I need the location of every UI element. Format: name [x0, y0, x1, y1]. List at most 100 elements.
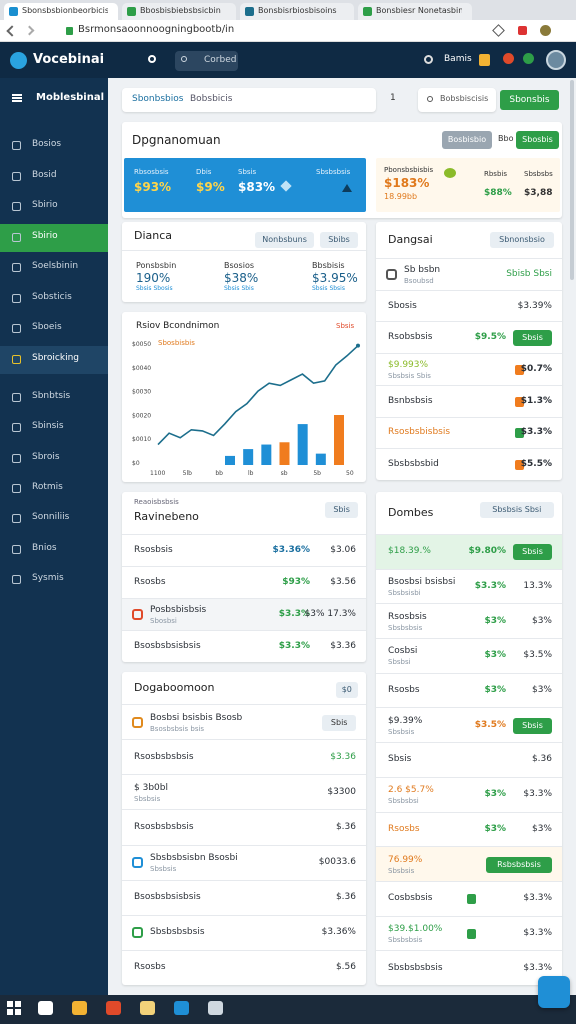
overview-link[interactable]: Bbo — [498, 134, 514, 143]
kpi-tile: Pbonsbsbisbis $183% 18.99bb Rbsbis $88% Sbsbs… — [376, 158, 560, 212]
browser-tab[interactable]: Bonsbisrbiosbisoins — [240, 3, 354, 20]
nav-item[interactable]: Sbirio — [0, 223, 108, 252]
header-button[interactable]: Sbsbsis Sbsi — [479, 502, 554, 518]
row-label: $ 3b0bl — [134, 782, 168, 793]
y-axis-label: $0020 — [132, 412, 151, 419]
taskbar-app[interactable] — [140, 1001, 155, 1015]
overview-button[interactable]: Bosbisbio — [442, 131, 492, 149]
help-icon[interactable] — [424, 55, 433, 64]
list-row: Cosbsi Sbsbsi $3% $3.5% — [376, 638, 562, 673]
line-end-marker — [356, 343, 360, 348]
toolbar-tab[interactable]: Sbonbsbios — [132, 94, 184, 104]
taskbar-app[interactable] — [72, 1001, 87, 1015]
nav-item[interactable]: Bnios — [0, 536, 108, 564]
nav-item[interactable]: Sbroicking — [0, 345, 108, 374]
nav-label: Sbrois — [32, 451, 60, 462]
row-value: $.36 — [335, 821, 356, 832]
taskbar-app[interactable] — [208, 1001, 223, 1015]
kpi-label: Rbsbis — [484, 170, 507, 178]
nav-item[interactable]: Soelsbinin — [0, 254, 108, 282]
row-mid: $3.3% — [278, 641, 310, 651]
nav-label: Bnios — [32, 542, 57, 553]
address-row — [0, 20, 576, 42]
nav-item[interactable]: Sonniliis — [0, 505, 108, 533]
nav-item[interactable]: Sbinsis — [0, 414, 108, 442]
row-label: Rsosbs — [388, 685, 420, 696]
taskbar-app[interactable] — [106, 1001, 121, 1015]
row-icon — [386, 268, 397, 280]
overview-button[interactable]: Sbosbis — [516, 131, 559, 149]
browser-tab[interactable]: Bbosbisbiebsbsicbin — [122, 3, 236, 20]
nav-item[interactable]: Sboeis — [0, 315, 108, 343]
avatar[interactable] — [546, 50, 566, 70]
row-label: Bsnbsbsis — [388, 395, 433, 406]
row-button[interactable]: Rsbsbsbsis — [486, 856, 552, 873]
tab-title: Bonsbiesr Nonetasbin — [376, 6, 462, 15]
user-name[interactable]: Bamis — [444, 54, 472, 64]
header-button[interactable]: Nonbsbuns — [255, 232, 314, 248]
notify-icon[interactable] — [479, 54, 490, 66]
row-label: $9.993% — [388, 359, 429, 370]
toolbar-tab[interactable]: Bobsbicis — [190, 94, 233, 104]
row-mid: $3.3% — [474, 581, 506, 592]
list-row: Bsnbsbsis $1.3% — [376, 384, 562, 417]
start-button[interactable] — [7, 1001, 21, 1015]
row-button[interactable]: Sbsis — [513, 330, 552, 347]
list-row: Sbsbsbsbsis $3.3% — [376, 950, 562, 985]
nav-item[interactable]: Sobsticis — [0, 285, 108, 313]
tab-title: Bbosbisbiebsbsicbin — [140, 6, 221, 15]
header-button[interactable]: Sbibs — [320, 232, 358, 248]
row-value: $3.39% — [517, 300, 552, 311]
bar — [261, 444, 272, 465]
fab-button[interactable] — [538, 976, 570, 1008]
kpi-icon — [342, 184, 352, 192]
nav-item[interactable]: Sbrois — [0, 445, 108, 473]
alerts-card: Dangsai Sbnonsbsio Sb bsbn Bsoubsd Sbisb Sbs… — [376, 222, 562, 480]
ext-icon[interactable] — [518, 26, 527, 35]
row-button[interactable]: Sbsis — [513, 717, 552, 734]
y-axis-label: $0030 — [132, 389, 151, 396]
browser-tab[interactable]: Bonsbiesr Nonetasbin — [358, 3, 472, 20]
app-icon[interactable] — [523, 53, 534, 64]
row-value: $.56 — [335, 962, 356, 973]
toolbar-button[interactable]: Sbonsbis — [500, 90, 559, 110]
alert-icon[interactable] — [503, 53, 514, 64]
kpi-tile: Rbsosbsis Dbis Sbsis Sbsbsbsis $93% $9% $83% — [124, 158, 366, 212]
search-pill[interactable]: Corbed — [175, 51, 238, 71]
search-icon[interactable] — [148, 55, 156, 63]
toolbar-search[interactable]: Bobsbiscisis — [418, 88, 496, 112]
metric-sub: Sbsis Sbis — [224, 285, 254, 292]
nav-item[interactable]: Sbirio — [0, 193, 108, 221]
browser-tab[interactable]: Sbonsbsbionbeorbicis — [4, 3, 118, 20]
taskbar-app[interactable] — [174, 1001, 189, 1015]
nav-item[interactable]: Sbnbtsis — [0, 384, 108, 412]
sort-control[interactable]: 1 — [390, 93, 396, 103]
metric-value: 190% — [136, 271, 171, 285]
profile-icon[interactable] — [540, 25, 551, 36]
kpi-label: Dbis — [196, 168, 212, 176]
row-button[interactable]: Sbsis — [513, 544, 552, 561]
row-button[interactable]: Sbis — [322, 714, 356, 731]
nav-label: Sonniliis — [32, 512, 70, 523]
header-button[interactable]: Sbnonsbsio — [490, 232, 554, 248]
row-label: Sbsis — [388, 754, 412, 765]
header-button[interactable]: Sbis — [325, 502, 358, 518]
kpi-value: $93% — [134, 180, 172, 194]
nav-item[interactable]: Sysmis — [0, 566, 108, 594]
row-label: Rsosbs — [388, 823, 420, 834]
row-label: Bsosbsi bsisbsi — [388, 577, 456, 588]
taskbar-app[interactable] — [38, 1001, 53, 1015]
url[interactable]: Bsrmonsaoonnoogningbootb/in — [78, 24, 235, 35]
nav-item[interactable]: Bosios — [0, 132, 108, 160]
nav-label: Sbirio — [32, 230, 58, 241]
header-button[interactable]: $0 — [335, 682, 358, 698]
row-sub: Sbsbsis — [388, 727, 415, 736]
nav-label: Sbinsis — [32, 421, 64, 432]
row-value: $3.3% — [523, 789, 552, 800]
nav-item[interactable]: Rotmis — [0, 475, 108, 503]
kpi-value: $83% — [238, 180, 276, 194]
row-label: Rsosbsis — [388, 611, 427, 622]
row-label: Sbsbsbsbsis — [150, 927, 205, 938]
nav-item[interactable]: Bosid — [0, 163, 108, 191]
